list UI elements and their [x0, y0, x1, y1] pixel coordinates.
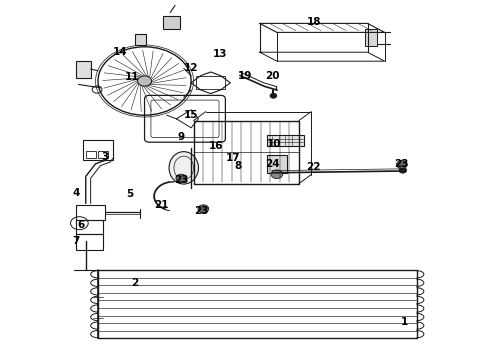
Ellipse shape	[169, 152, 198, 184]
Text: 1: 1	[401, 317, 408, 327]
Circle shape	[270, 93, 277, 98]
Bar	[267, 155, 287, 173]
Bar	[365, 29, 377, 46]
Bar	[83, 140, 113, 160]
Text: 12: 12	[184, 63, 198, 73]
Circle shape	[176, 174, 187, 182]
Circle shape	[138, 76, 151, 86]
Circle shape	[271, 170, 283, 179]
Text: 10: 10	[267, 139, 282, 149]
Bar	[76, 234, 103, 250]
Bar	[76, 61, 91, 77]
Text: 21: 21	[154, 200, 169, 210]
Bar	[76, 220, 103, 234]
Text: 22: 22	[306, 162, 321, 172]
Bar	[135, 34, 146, 45]
Circle shape	[396, 161, 407, 168]
Text: 8: 8	[234, 161, 241, 171]
Text: 4: 4	[72, 188, 80, 198]
Text: 19: 19	[238, 71, 252, 81]
Circle shape	[198, 205, 209, 213]
Text: 13: 13	[213, 49, 228, 59]
Bar	[163, 16, 180, 29]
Text: 9: 9	[178, 132, 185, 142]
Bar	[98, 151, 108, 158]
Bar	[267, 135, 304, 146]
Text: 23: 23	[394, 159, 409, 169]
Text: 5: 5	[126, 189, 133, 199]
Text: 24: 24	[265, 159, 279, 169]
Text: 23: 23	[194, 206, 208, 216]
Text: 3: 3	[102, 152, 109, 162]
Text: 6: 6	[77, 220, 84, 230]
Bar	[196, 76, 225, 89]
Text: 17: 17	[225, 153, 240, 163]
Text: 7: 7	[72, 236, 80, 246]
Bar	[76, 205, 105, 220]
Text: 2: 2	[131, 278, 138, 288]
Text: 16: 16	[208, 141, 223, 151]
Text: 23: 23	[174, 175, 189, 185]
Text: 20: 20	[265, 71, 279, 81]
Text: 18: 18	[306, 17, 321, 27]
Text: 11: 11	[125, 72, 140, 82]
Text: 14: 14	[113, 47, 127, 57]
Text: 15: 15	[184, 110, 198, 120]
Circle shape	[399, 167, 407, 173]
Bar	[86, 151, 96, 158]
